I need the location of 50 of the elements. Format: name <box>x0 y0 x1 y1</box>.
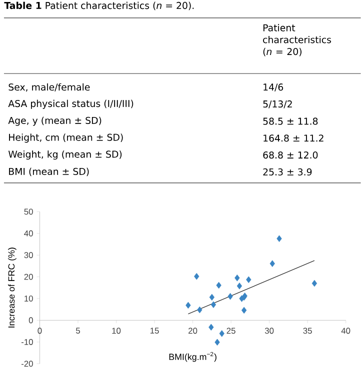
x-tick-label: 25 <box>226 328 236 334</box>
point <box>219 330 224 337</box>
point <box>186 302 191 309</box>
text: Sex, male/female <box>8 83 90 92</box>
point <box>216 282 222 289</box>
x-tick-label: 10 <box>112 328 121 334</box>
point <box>197 306 202 314</box>
point <box>214 338 220 346</box>
y-tick-label: -10 <box>21 339 33 345</box>
y-axis-title: Increase of FRC (%) <box>8 248 16 328</box>
text: Height, cm (mean ± SD) <box>9 134 123 143</box>
text: 5/13/2 <box>263 100 292 108</box>
point <box>210 301 216 308</box>
y-tick-label: 0 <box>28 317 33 324</box>
text: ASA physical status (I/II/III) <box>8 100 134 109</box>
point <box>312 280 317 287</box>
point <box>234 274 240 282</box>
y-tick-label: 50 <box>24 208 33 215</box>
text: Table 1 Patient characteristics (n = 20). <box>4 2 194 10</box>
point <box>209 294 214 301</box>
point <box>270 260 275 267</box>
point <box>276 235 282 242</box>
point <box>228 293 233 300</box>
text: Patient characteristics (n = 20) <box>262 24 331 56</box>
text: BMI (mean ± SD) <box>9 168 89 176</box>
x-tick-label: 20 <box>188 328 198 334</box>
x-tick-label: 30 <box>264 328 274 334</box>
text: 68.8 ± 12.0 <box>263 151 318 159</box>
y-tick-label: 30 <box>24 252 33 258</box>
y-tick-label: 10 <box>24 296 33 302</box>
x-tick-label: 35 <box>303 328 312 334</box>
text: 14/6 <box>264 84 284 92</box>
text: 58.5 ± 11.8 <box>263 118 318 125</box>
x-tick-label: 5 <box>76 328 80 334</box>
x-tick-label: 15 <box>150 328 159 334</box>
x-tick-label: 40 <box>341 328 350 334</box>
point <box>236 282 242 290</box>
point <box>246 276 252 284</box>
x-tick-label: 0 <box>38 328 42 334</box>
y-tick-label: 20 <box>24 274 33 280</box>
point <box>194 273 200 280</box>
point <box>208 324 214 331</box>
x-axis-title: BMI(kg.m$^{−2}$) <box>169 352 216 362</box>
y-tick-label: -20 <box>21 360 33 367</box>
y-tick-label: 40 <box>24 230 33 236</box>
text: Weight, kg (mean ± SD) <box>8 150 122 160</box>
text: Age, y (mean ± SD) <box>8 116 102 126</box>
text: 164.8 ± 11.2 <box>264 134 324 142</box>
point <box>241 306 247 314</box>
text: 25.3 ± 3.9 <box>263 168 312 176</box>
